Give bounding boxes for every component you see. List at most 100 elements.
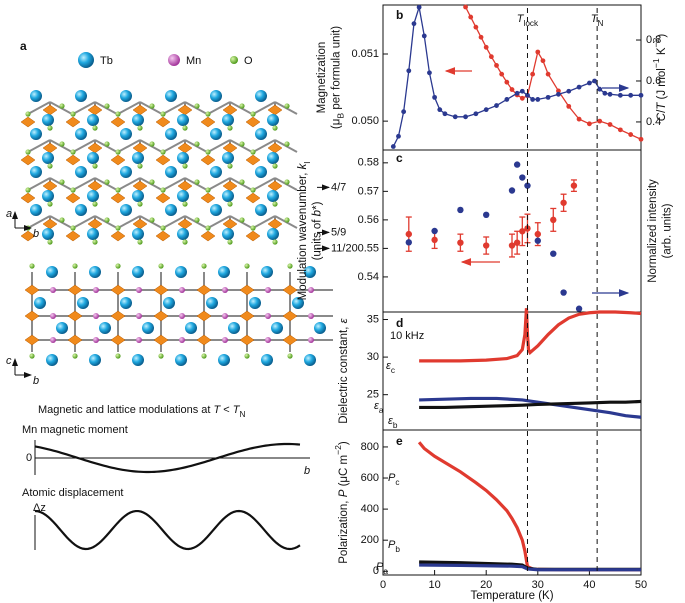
curve-label: εc	[386, 360, 395, 375]
atom	[29, 353, 35, 359]
atom	[284, 141, 290, 147]
atom	[87, 152, 99, 164]
atom	[25, 187, 31, 193]
data-point	[406, 68, 412, 74]
bond	[117, 177, 141, 191]
octahedron	[177, 218, 193, 230]
transition-label: Tlock	[517, 13, 539, 28]
text-run: c	[391, 366, 395, 375]
axis-icon-label: b	[33, 228, 39, 240]
atom	[160, 149, 166, 155]
text-run: P	[388, 539, 396, 551]
text-run: P	[388, 472, 396, 484]
atom	[50, 337, 56, 343]
octahedron	[110, 230, 126, 242]
octahedron	[87, 104, 103, 116]
atom	[265, 287, 271, 293]
y-tick-label: 0.55	[358, 242, 379, 254]
text-run: )	[656, 34, 668, 38]
data-point	[617, 127, 623, 133]
data-point	[519, 174, 526, 181]
atom	[205, 225, 211, 231]
text-run: lock	[524, 19, 540, 28]
curve-label: εb	[388, 415, 398, 430]
data-point	[587, 121, 592, 127]
atom	[59, 103, 65, 109]
atom	[292, 297, 304, 309]
atom	[205, 111, 211, 117]
bond	[27, 177, 51, 191]
text-run: Polarization,	[338, 497, 350, 563]
atom	[182, 239, 188, 245]
atom	[308, 337, 314, 343]
atom	[239, 141, 245, 147]
octahedron	[267, 180, 283, 192]
atom	[89, 354, 101, 366]
atom	[30, 90, 42, 102]
octahedron	[42, 180, 58, 192]
bond	[72, 139, 96, 153]
data-point	[483, 44, 489, 50]
text-run: −1	[651, 58, 661, 68]
text-run: (units of	[311, 216, 323, 260]
text-run: T	[214, 404, 222, 416]
data-point	[427, 70, 432, 76]
atom	[132, 354, 144, 366]
text-run: ε	[388, 415, 393, 427]
atom	[160, 111, 166, 117]
data-point	[513, 161, 521, 168]
atom	[120, 128, 132, 140]
atom	[142, 322, 154, 334]
atom	[93, 287, 99, 293]
bond	[252, 177, 276, 191]
atom	[115, 111, 121, 117]
atom	[222, 228, 234, 240]
atom	[47, 239, 53, 245]
text-run: P	[338, 489, 350, 497]
series-line	[419, 308, 642, 363]
atom	[136, 313, 142, 319]
octahedron	[20, 192, 36, 204]
atom	[87, 190, 99, 202]
atom	[182, 125, 188, 131]
octahedron	[155, 192, 171, 204]
wave-axis-label: b	[304, 465, 310, 477]
octahedron	[24, 334, 40, 346]
atom	[271, 322, 283, 334]
text-run: per formula unit)	[330, 26, 342, 113]
wave-label: Atomic displacement	[22, 487, 124, 499]
data-point	[566, 103, 572, 109]
atom	[218, 354, 230, 366]
atom	[92, 239, 98, 245]
data-point	[442, 111, 448, 117]
data-point	[638, 136, 644, 142]
data-point	[519, 228, 526, 235]
bond	[72, 215, 96, 229]
text-run: T	[591, 13, 599, 25]
octahedron	[177, 180, 193, 192]
series-line	[419, 396, 642, 419]
atom	[75, 128, 87, 140]
atom	[46, 354, 58, 366]
atom	[75, 90, 87, 102]
text-run: ε	[386, 360, 391, 372]
atom	[165, 166, 177, 178]
octahedron	[110, 284, 126, 296]
atom	[272, 239, 278, 245]
data-point	[390, 144, 396, 149]
text-run: ε	[338, 317, 350, 323]
text-run: a	[383, 567, 388, 576]
text-run: B	[336, 113, 346, 119]
atom	[194, 217, 200, 223]
atom	[70, 111, 76, 117]
panel-label: a	[20, 39, 27, 53]
octahedron	[196, 310, 212, 322]
atom	[87, 114, 99, 126]
data-point	[576, 116, 582, 122]
y-tick-label: 0.56	[358, 214, 379, 226]
octahedron	[222, 180, 238, 192]
octahedron	[200, 230, 216, 242]
octahedron	[20, 154, 36, 166]
atom	[72, 353, 78, 359]
atom	[227, 163, 233, 169]
